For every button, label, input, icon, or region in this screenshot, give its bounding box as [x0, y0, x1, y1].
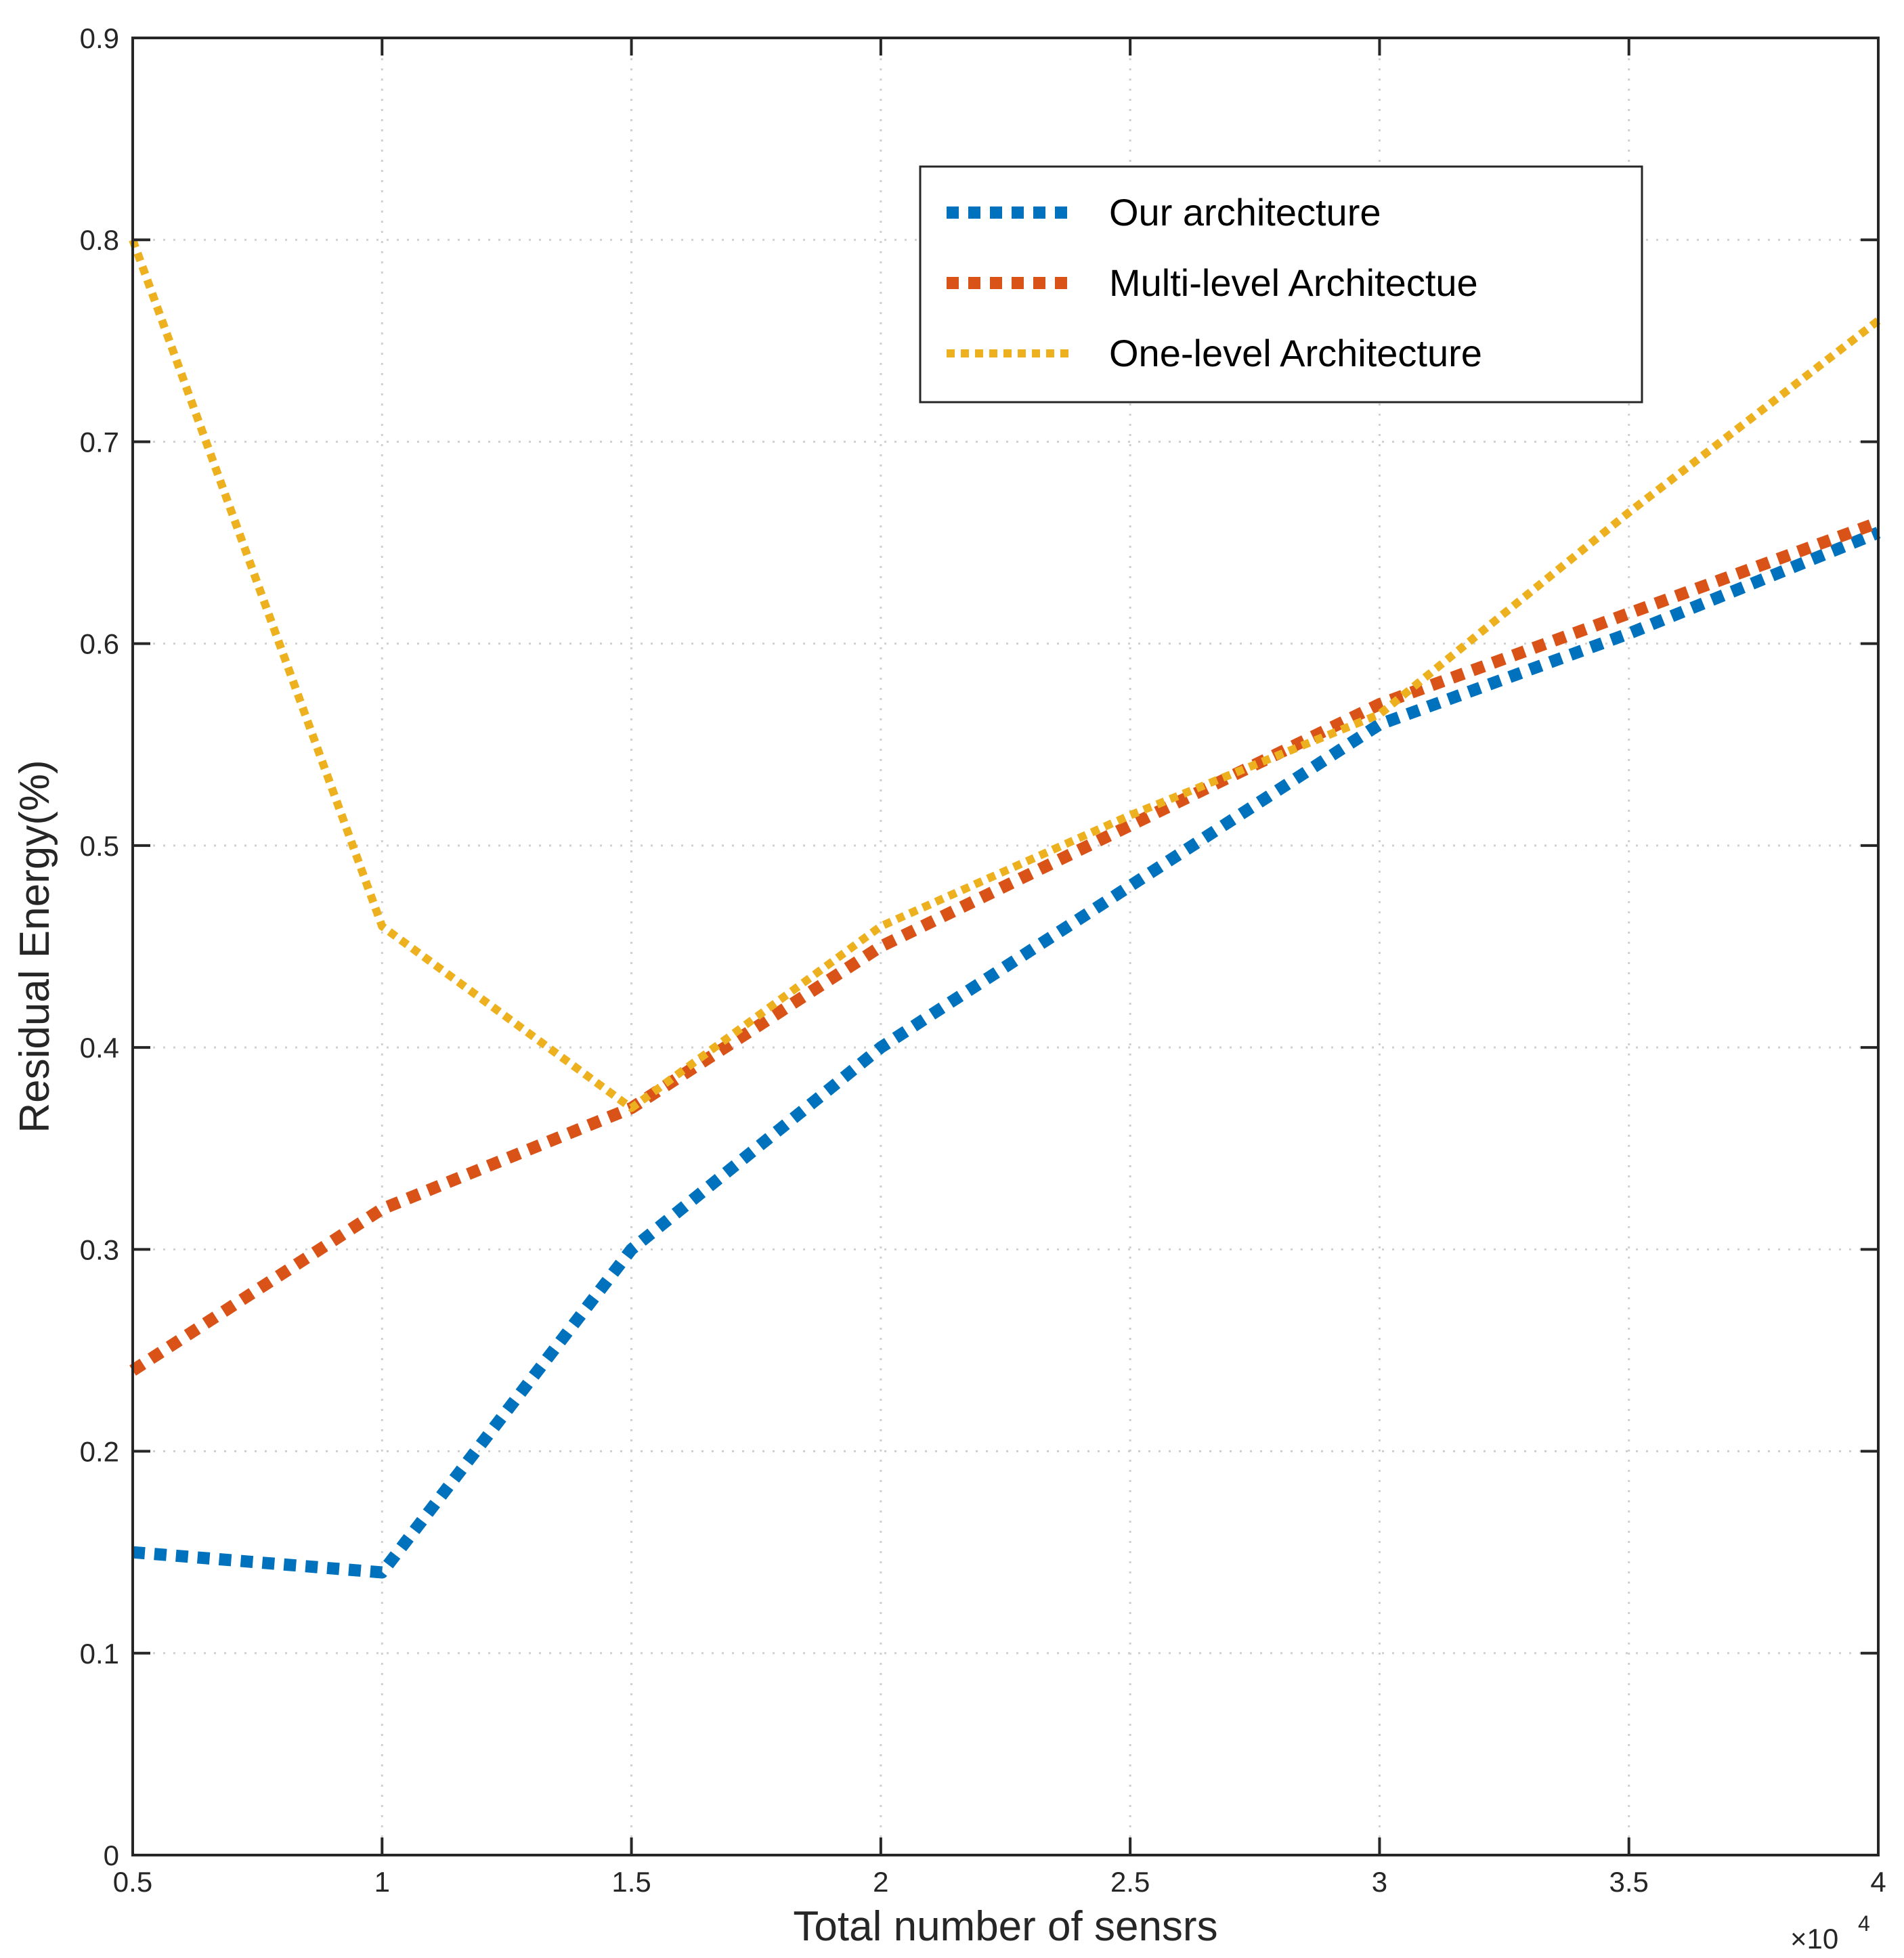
y-tick-label: 0 — [104, 1840, 119, 1871]
x-tick-label: 2.5 — [1110, 1866, 1150, 1898]
x-exponent-power: 4 — [1858, 1911, 1870, 1936]
y-axis-title: Residual Energy(%) — [12, 760, 58, 1133]
x-tick-label: 1 — [374, 1866, 390, 1898]
x-tick-label: 2 — [873, 1866, 888, 1898]
y-tick-label: 0.1 — [80, 1638, 119, 1670]
y-tick-label: 0.3 — [80, 1234, 119, 1265]
legend: Our architecture Multi-level Architectue O… — [919, 165, 1643, 404]
y-tick-label: 0.9 — [80, 22, 119, 54]
x-axis-title: Total number of sensrs — [793, 1903, 1217, 1950]
y-tick-label: 0.5 — [80, 830, 119, 862]
y-tick-label: 0.7 — [80, 426, 119, 458]
x-tick-label: 1.5 — [611, 1866, 651, 1898]
x-exponent-label: ×10 4 — [1790, 1911, 1870, 1955]
series-line-2 — [129, 517, 1881, 1376]
series-line-1 — [132, 527, 1881, 1579]
grid — [133, 38, 1878, 1855]
legend-label: Our architecture — [1109, 191, 1381, 234]
x-tick-label: 0.5 — [113, 1866, 152, 1898]
legend-label: Multi-level Architectue — [1109, 261, 1478, 304]
legend-label: One-level Architecture — [1109, 332, 1482, 374]
y-tick-label: 0.4 — [80, 1032, 119, 1064]
data-series — [129, 238, 1881, 1579]
x-tick-label: 4 — [1870, 1866, 1886, 1898]
x-tick-label: 3 — [1372, 1866, 1387, 1898]
axis-ticks: 0.5 1 1.5 2 2.5 3 3.5 4 0 0.1 0.2 0.3 0.4 0.5 0.6 0.7 0.… — [80, 22, 1886, 1898]
x-exponent-base: ×10 — [1790, 1923, 1838, 1955]
y-tick-label: 0.2 — [80, 1436, 119, 1468]
legend-entries: Our architecture Multi-level Architectue O… — [947, 191, 1482, 374]
axes-box — [131, 37, 1880, 1856]
series-line-3 — [129, 238, 1881, 1112]
x-tick-label: 3.5 — [1609, 1866, 1649, 1898]
y-tick-label: 0.6 — [80, 628, 119, 660]
y-tick-label: 0.8 — [80, 224, 119, 256]
